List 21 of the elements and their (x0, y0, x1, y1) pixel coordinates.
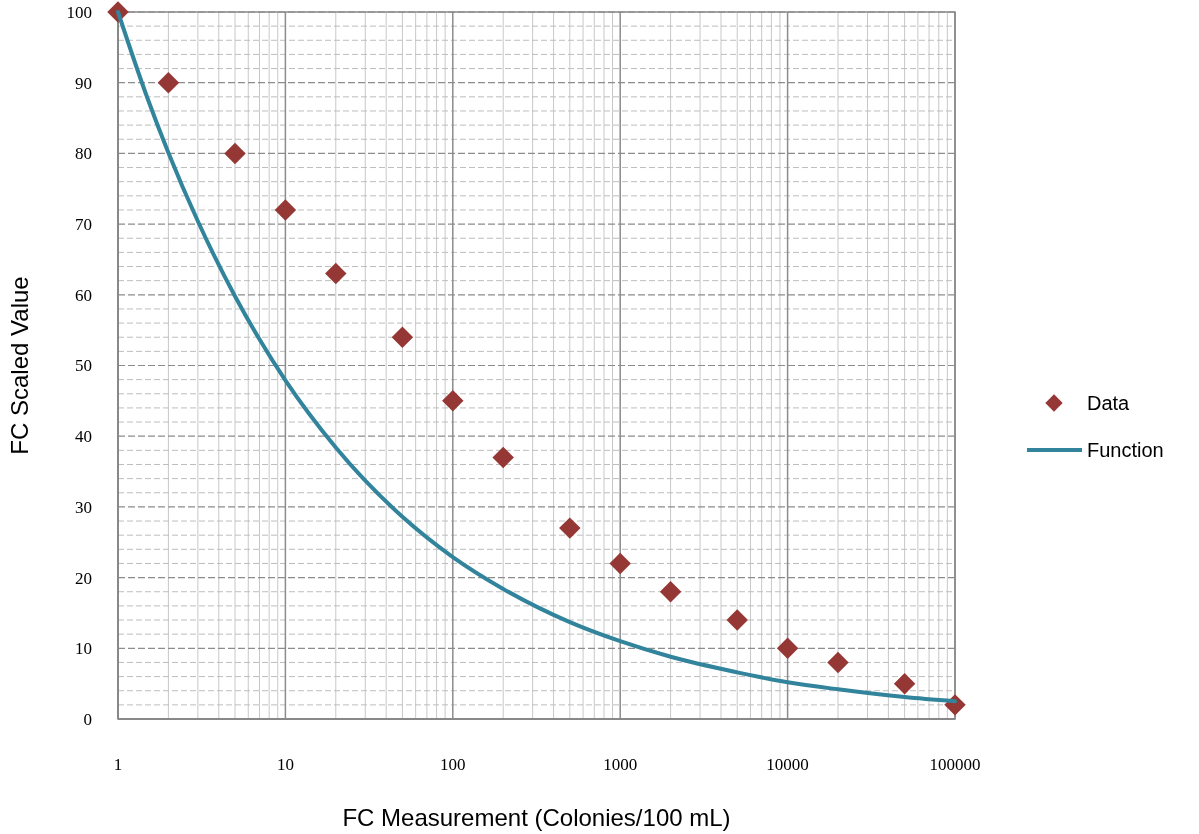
x-tick-label: 100 (440, 755, 466, 774)
x-tick-label: 100000 (929, 755, 981, 774)
y-tick-label: 10 (75, 639, 92, 659)
x-tick-label: 10 (276, 755, 294, 774)
y-axis-title: FC Scaled Value (6, 276, 33, 455)
x-tick-label: 1 (113, 755, 123, 774)
y-tick-label: 60 (75, 285, 92, 305)
y-tick-label: 70 (75, 215, 92, 235)
y-tick-label: 50 (75, 356, 92, 376)
y-tick-label: 80 (75, 144, 92, 164)
x-tick-label: 10000 (766, 755, 809, 774)
x-axis-title: FC Measurement (Colonies/100 mL) (342, 804, 731, 831)
y-tick-label: 20 (75, 568, 92, 588)
y-tick-label: 90 (75, 73, 92, 93)
y-tick-label: 30 (75, 497, 92, 517)
legend-label: Function (1087, 439, 1164, 461)
legend-label: Data (1087, 392, 1131, 414)
x-tick-label: 1000 (603, 755, 638, 774)
y-tick-label: 0 (83, 709, 92, 729)
y-tick-label: 100 (66, 2, 92, 22)
y-tick-label: 40 (75, 427, 92, 447)
